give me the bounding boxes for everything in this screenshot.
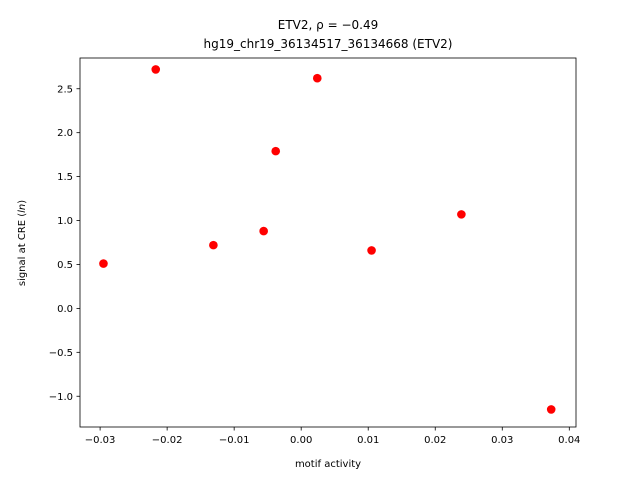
y-tick-label: 1.0 xyxy=(57,216,73,227)
data-point xyxy=(271,146,281,156)
x-tick-label: −0.03 xyxy=(85,435,116,446)
y-tick-label: −0.5 xyxy=(49,348,73,359)
x-tick-label: 0.01 xyxy=(357,435,379,446)
y-tick-label: −1.0 xyxy=(49,392,73,403)
data-point xyxy=(259,226,268,236)
x-tick-label: −0.02 xyxy=(152,435,183,446)
x-tick-label: 0.04 xyxy=(558,435,580,446)
data-point xyxy=(151,65,161,74)
x-tick-label: 0.00 xyxy=(290,435,312,446)
data-point xyxy=(209,240,218,250)
y-tick-label: 2.0 xyxy=(57,128,73,139)
x-axis-label: motif activity xyxy=(295,459,361,470)
x-tick-label: −0.01 xyxy=(219,435,250,446)
y-tick-label: 2.5 xyxy=(57,84,73,95)
chart-subtitle: hg19_chr19_36134517_36134668 (ETV2) xyxy=(204,37,453,51)
axes-frame xyxy=(79,57,577,428)
chart-title: ETV2, ρ = −0.49 xyxy=(278,18,378,32)
data-point xyxy=(99,259,108,268)
data-point xyxy=(457,210,466,219)
data-point xyxy=(367,246,376,255)
y-tick-label: 1.5 xyxy=(57,172,73,183)
y-axis-label: signal at CRE (ln) xyxy=(17,200,28,286)
x-tick-label: 0.02 xyxy=(424,435,446,446)
x-tick-label: 0.03 xyxy=(491,435,513,446)
y-tick-label: 0.5 xyxy=(57,260,73,271)
data-point xyxy=(546,405,556,414)
y-tick-label: 0.0 xyxy=(57,304,73,315)
plot-area: −0.03 −0.02 −0.01 0.00 0.01 0.02 0.03 0.04 −1.0 −… xyxy=(49,57,580,446)
data-point xyxy=(312,73,322,83)
